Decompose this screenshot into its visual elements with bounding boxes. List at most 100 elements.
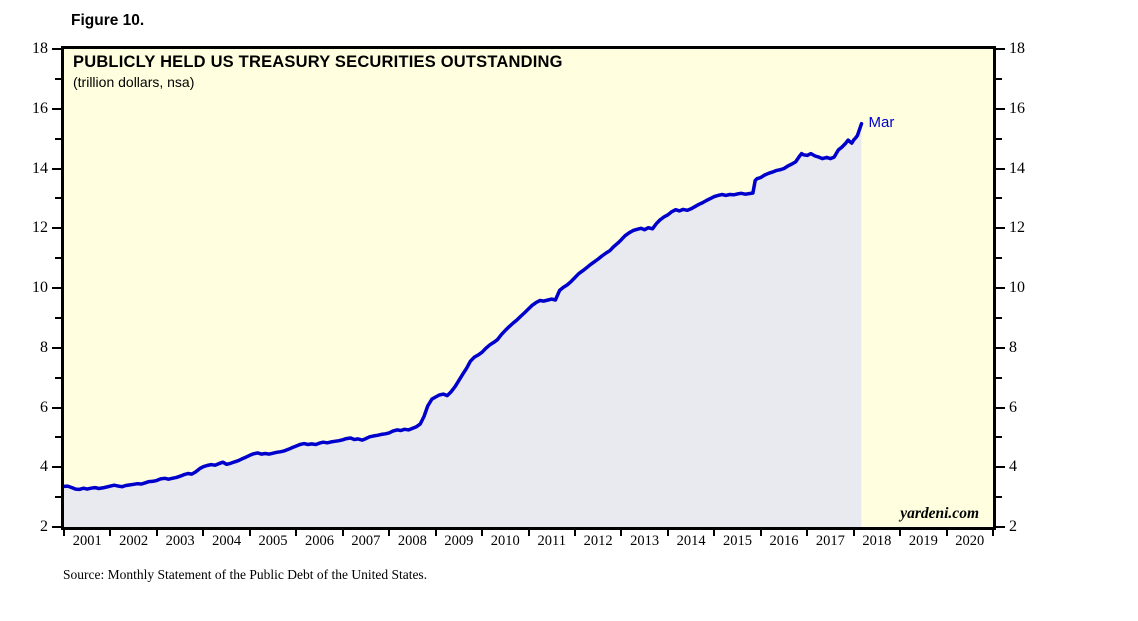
y-minor-tick-left — [55, 376, 61, 379]
x-axis-year-label: 2002 — [119, 533, 149, 549]
x-year-tick — [341, 530, 344, 536]
series-plot — [64, 121, 864, 527]
y-axis-label-right: 8 — [1009, 338, 1017, 356]
y-major-tick-left — [52, 287, 61, 289]
y-major-tick-left — [52, 227, 61, 230]
y-major-tick-left — [52, 48, 61, 50]
y-minor-tick-right — [996, 436, 1002, 439]
x-axis-year-label: 2007 — [351, 533, 381, 549]
x-axis-year-label: 2011 — [537, 533, 566, 549]
x-year-tick — [388, 530, 391, 536]
last-point-annotation: Mar — [868, 113, 895, 131]
x-year-tick — [109, 530, 112, 536]
y-axis-label-left: 4 — [40, 458, 48, 476]
x-axis-year-label: 2018 — [862, 533, 892, 549]
x-year-tick — [202, 530, 205, 536]
y-minor-tick-right — [996, 197, 1002, 200]
y-major-tick-left — [52, 167, 61, 170]
y-major-tick-right — [996, 48, 1005, 50]
y-axis-label-right: 16 — [1009, 99, 1025, 117]
y-major-tick-left — [52, 346, 61, 349]
y-minor-tick-right — [996, 137, 1002, 140]
y-major-tick-right — [996, 107, 1005, 110]
figure-label: Figure 10. — [71, 12, 145, 29]
y-axis-label-left: 6 — [40, 398, 48, 416]
y-axis-label-right: 18 — [1009, 40, 1025, 57]
x-year-tick — [852, 530, 855, 536]
plot-area: PUBLICLY HELD US TREASURY SECURITIES OUT… — [61, 46, 996, 530]
y-major-tick-left — [52, 466, 61, 469]
x-axis-year-label: 2009 — [444, 533, 474, 549]
source-note: Source: Monthly Statement of the Public … — [63, 567, 428, 582]
x-year-tick — [481, 530, 484, 536]
y-major-tick-right — [996, 167, 1005, 170]
x-axis-year-label: 2010 — [490, 533, 520, 549]
y-major-tick-right — [996, 406, 1005, 409]
x-year-tick — [295, 530, 298, 536]
y-minor-tick-left — [55, 316, 61, 319]
y-axis-label-right: 10 — [1009, 279, 1025, 296]
y-major-tick-left — [52, 107, 61, 110]
y-major-tick-right — [996, 227, 1005, 230]
y-minor-tick-right — [996, 496, 1002, 499]
x-axis-year-label: 2020 — [955, 533, 985, 549]
area-fill — [64, 123, 862, 527]
y-axis-label-left: 8 — [40, 338, 48, 356]
series-line — [64, 121, 864, 492]
y-major-tick-left — [52, 526, 61, 528]
y-minor-tick-right — [996, 77, 1002, 80]
x-axis-year-label: 2006 — [304, 533, 334, 549]
x-year-tick — [63, 530, 65, 536]
y-axis-label-right: 12 — [1009, 219, 1025, 237]
x-axis-year-label: 2012 — [583, 533, 613, 549]
y-major-tick-left — [52, 406, 61, 409]
x-year-tick — [666, 530, 669, 536]
x-axis-year-label: 2003 — [165, 533, 195, 549]
y-minor-tick-left — [55, 257, 61, 260]
chart-title: PUBLICLY HELD US TREASURY SECURITIES OUT… — [73, 53, 563, 71]
x-axis-year-label: 2001 — [72, 533, 102, 549]
x-axis-year-label: 2016 — [769, 533, 799, 549]
x-year-tick — [713, 530, 716, 536]
y-major-tick-right — [996, 287, 1005, 289]
y-major-tick-right — [996, 526, 1005, 528]
x-axis-year-label: 2005 — [258, 533, 288, 549]
x-year-tick — [945, 530, 948, 536]
x-year-tick — [434, 530, 437, 536]
x-axis-year-label: 2017 — [815, 533, 845, 549]
y-minor-tick-right — [996, 316, 1002, 319]
y-major-tick-right — [996, 346, 1005, 349]
x-year-tick — [527, 530, 530, 536]
x-year-tick — [759, 530, 762, 536]
y-axis-label-left: 2 — [40, 518, 48, 535]
x-year-tick — [248, 530, 251, 536]
y-minor-tick-right — [996, 257, 1002, 260]
y-minor-tick-left — [55, 436, 61, 439]
x-axis-year-label: 2008 — [397, 533, 427, 549]
y-major-tick-right — [996, 466, 1005, 469]
y-axis-label-right: 6 — [1009, 398, 1017, 416]
y-axis-label-left: 16 — [32, 99, 48, 117]
x-axis-year-label: 2015 — [723, 533, 753, 549]
x-year-tick — [573, 530, 576, 536]
x-year-tick — [155, 530, 158, 536]
x-axis-year-label: 2019 — [908, 533, 938, 549]
y-minor-tick-right — [996, 376, 1002, 379]
x-year-tick — [992, 530, 994, 536]
y-minor-tick-left — [55, 197, 61, 200]
watermark-yardeni: yardeni.com — [900, 505, 979, 522]
x-year-tick — [620, 530, 623, 536]
y-minor-tick-left — [55, 77, 61, 80]
chart-subtitle: (trillion dollars, nsa) — [73, 74, 195, 90]
y-axis-label-right: 14 — [1009, 159, 1025, 177]
y-minor-tick-left — [55, 496, 61, 499]
x-year-tick — [806, 530, 809, 536]
x-axis-year-label: 2004 — [212, 533, 242, 549]
y-axis-label-left: 14 — [32, 159, 48, 177]
x-axis-year-label: 2013 — [630, 533, 660, 549]
y-axis-label-right: 2 — [1009, 518, 1017, 535]
y-axis-label-left: 18 — [32, 40, 48, 57]
y-axis-label-right: 4 — [1009, 458, 1017, 476]
y-minor-tick-left — [55, 137, 61, 140]
